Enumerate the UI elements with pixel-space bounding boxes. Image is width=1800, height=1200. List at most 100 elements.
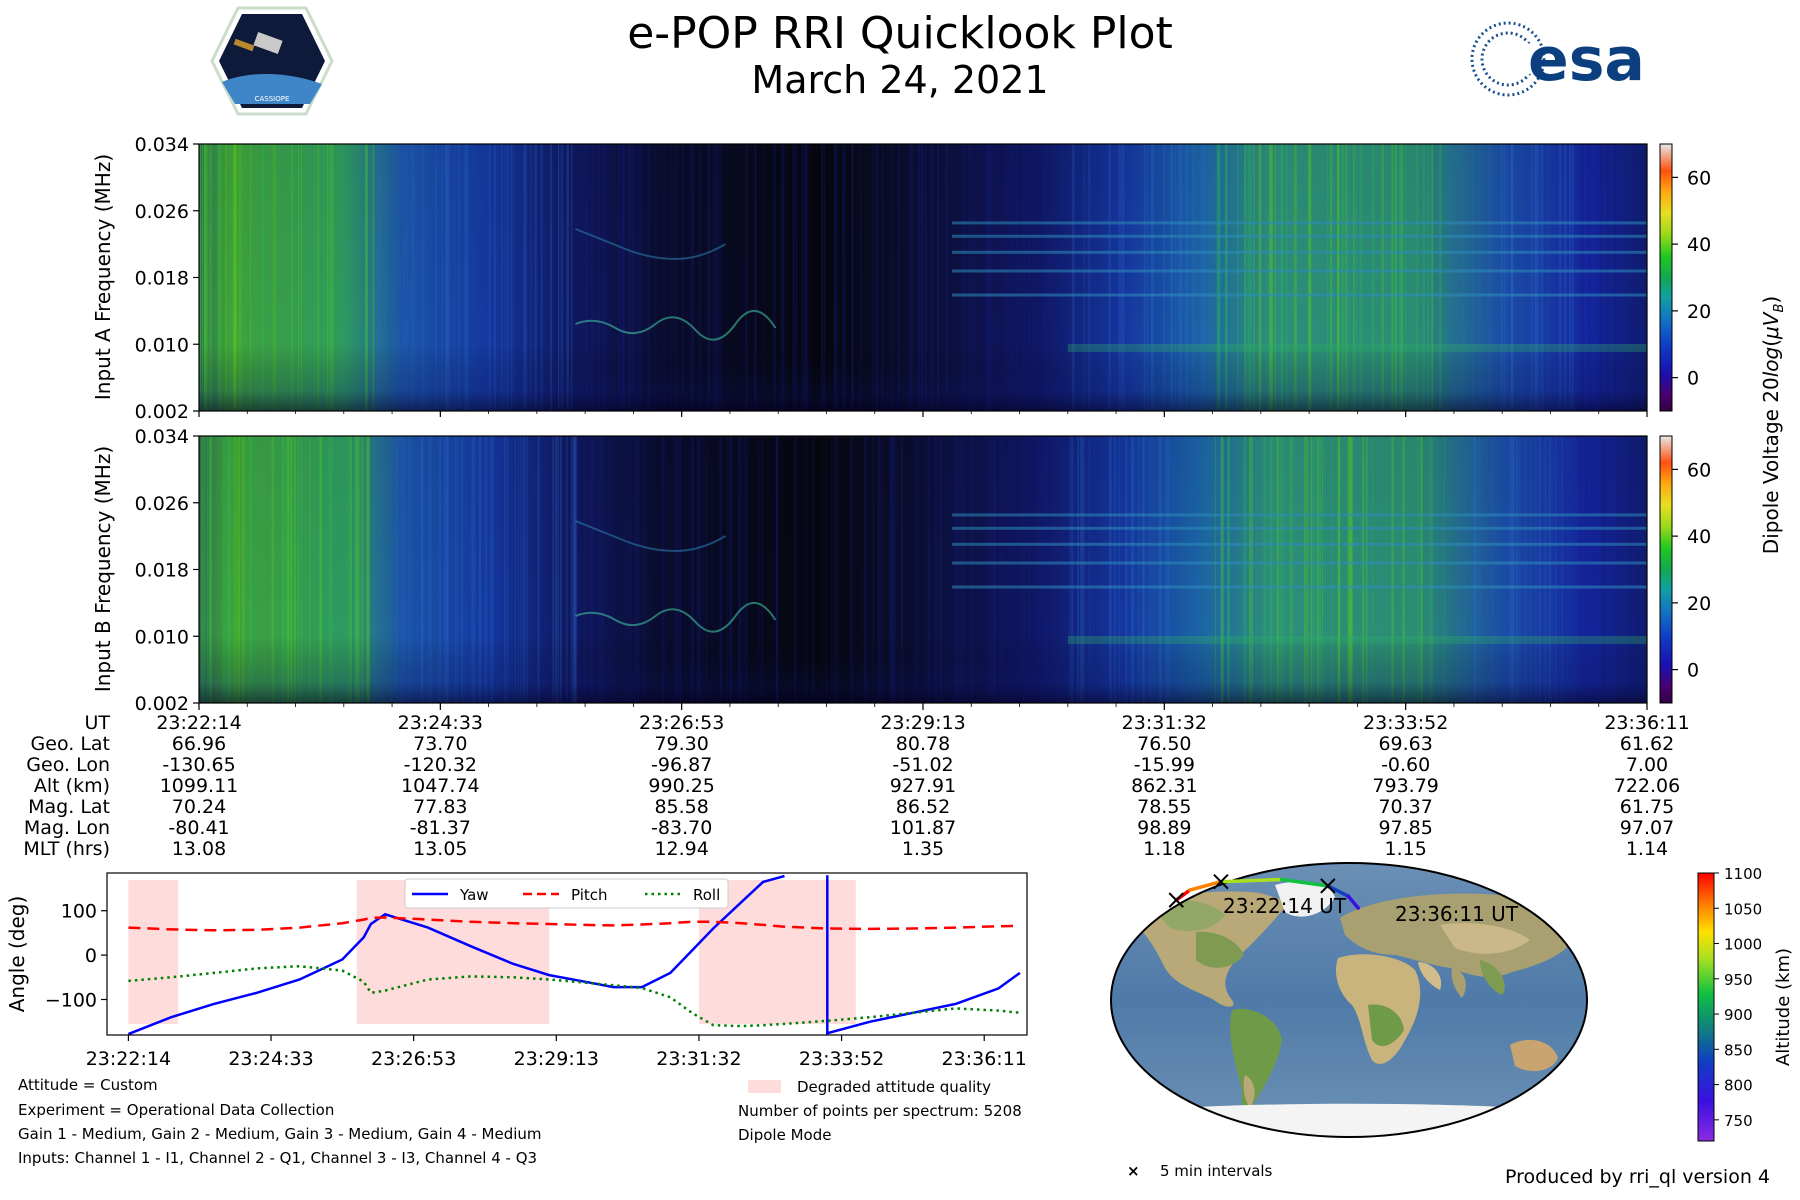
ephem-value: 79.30 [654, 733, 709, 755]
orbit-segment [1219, 877, 1284, 884]
note-mode: Dipole Mode [738, 1126, 832, 1144]
ephem-value: 13.05 [413, 838, 468, 860]
altitude-tick-label: 900 [1724, 1006, 1753, 1024]
ephem-value: 69.63 [1378, 733, 1433, 755]
ephem-value: 77.83 [413, 796, 468, 818]
ephem-value: 23:29:13 [880, 712, 966, 734]
ytick-label: 0.018 [135, 560, 189, 582]
ephem-value: 98.89 [1137, 817, 1192, 839]
colorbar-tick-label: 20 [1687, 593, 1711, 615]
ephem-value: 1.35 [901, 838, 945, 860]
colorbar-tick-label: 0 [1687, 660, 1699, 682]
ephem-value: 1047.74 [401, 775, 480, 797]
cassiope-logo-earth [222, 73, 322, 104]
map-start-label: 23:22:14 UT [1223, 894, 1347, 918]
attitude-ytick-label: 0 [85, 945, 97, 967]
orbit-segment [1346, 894, 1361, 910]
orbit-segment [1188, 879, 1223, 892]
attitude-plot: 100 0 −100 23:22:14 23:24:33 23:26:53 23:29:1… [5, 872, 1028, 1070]
ephem-value: 66.96 [171, 733, 227, 755]
attitude-xtick-label: 23:26:53 [371, 1048, 456, 1070]
ephem-label-mag-lon: Mag. Lon [23, 817, 110, 839]
ephem-value: -120.32 [403, 754, 477, 776]
attitude-xtick-label: 23:31:32 [656, 1048, 741, 1070]
attitude-ytick-label: 100 [61, 901, 97, 923]
orbit-marker [1168, 892, 1184, 908]
ephem-value: 1.15 [1384, 838, 1427, 860]
esa-logo: esa [1470, 21, 1645, 97]
spectrogram-b: 0.002 0.010 0.018 0.026 0.034 Input B Freque… [91, 411, 1648, 715]
note-experiment: Experiment = Operational Data Collection [18, 1101, 335, 1119]
spectrogram-colorbar-a: 0 20 40 60 [1659, 143, 1711, 412]
attitude-line-roll [128, 964, 1021, 1028]
legend-pitch-label: Pitch [571, 886, 608, 904]
esa-logo-text: esa [1528, 25, 1645, 95]
attitude-ylabel: Angle (deg) [5, 896, 29, 1013]
spectrogram-b-xticks [198, 411, 1648, 710]
orbit-markers [1168, 873, 1336, 908]
ephem-value: 7.00 [1625, 754, 1669, 776]
colorbar-tick-label: 40 [1687, 526, 1711, 548]
esa-logo-core [1505, 42, 1539, 76]
ephem-value: 927.91 [889, 775, 957, 797]
ephem-value: 76.50 [1137, 733, 1192, 755]
credit-text: Produced by rri_ql version 4 [1505, 1166, 1770, 1188]
spectrogram-a-shade [199, 144, 1647, 411]
ytick-label: 0.026 [135, 201, 189, 223]
spectrogram-b-shade [199, 436, 1647, 703]
altitude-tick-label: 1050 [1724, 900, 1762, 918]
degraded-attitude-bands [128, 880, 856, 1024]
colorbar-tick-label: 60 [1687, 167, 1711, 189]
degraded-interval [128, 880, 179, 1024]
orbit-segment [1326, 884, 1350, 898]
orbit-marker [1320, 878, 1336, 894]
orbit-segment [1279, 877, 1330, 888]
ytick-label: 0.018 [135, 268, 189, 290]
altitude-tick-label: 800 [1724, 1077, 1753, 1095]
ephem-value: 73.70 [413, 733, 468, 755]
attitude-legend: Yaw Pitch Roll [404, 878, 729, 909]
attitude-xticks: 23:22:14 23:24:33 23:26:53 23:29:13 23:31:32… [86, 1035, 1027, 1070]
marker-legend-label: 5 min intervals [1160, 1162, 1273, 1180]
ephem-label-ut: UT [84, 712, 110, 734]
ytick-label: 0.002 [135, 401, 189, 423]
altitude-tick-label: 1000 [1724, 936, 1762, 954]
ephem-label-alt: Alt (km) [33, 775, 110, 797]
colorbar-a-ticks: 0 20 40 60 [1672, 167, 1711, 390]
ephem-value: 23:36:11 [1604, 712, 1690, 734]
page-title: e-POP RRI Quicklook Plot [627, 8, 1173, 59]
marker-legend-symbol: × [1127, 1162, 1140, 1180]
ephem-value: 12.94 [654, 838, 709, 860]
degraded-legend-swatch [748, 1080, 781, 1093]
ephem-value: -83.70 [651, 817, 713, 839]
spectrogram-a-yticks: 0.002 0.010 0.018 0.026 0.034 [135, 134, 199, 423]
spectrogram-b-yticks: 0.002 0.010 0.018 0.026 0.034 [135, 426, 199, 715]
ephem-value: 23:22:14 [156, 712, 242, 734]
cassiope-logo-satellite [253, 31, 283, 55]
ephem-value: -0.60 [1381, 754, 1431, 776]
note-inputs: Inputs: Channel 1 - I1, Channel 2 - Q1, … [18, 1149, 538, 1167]
ephem-value: 61.75 [1619, 796, 1675, 818]
esa-logo-ring [1470, 21, 1546, 97]
legend-roll-label: Roll [693, 886, 720, 904]
cassiope-logo-text: CASSIOPE [255, 95, 290, 103]
attitude-ytick-label: −100 [45, 989, 97, 1011]
ephem-value: 1099.11 [159, 775, 239, 797]
orbit-marker [1213, 873, 1229, 890]
spectrogram-a-ylabel: Input A Frequency (MHz) [91, 154, 115, 400]
ephem-value: 85.58 [654, 796, 709, 818]
cassiope-logo: CASSIOPE [210, 6, 334, 116]
ephem-value: -81.37 [409, 817, 471, 839]
ephem-value: 722.06 [1613, 775, 1681, 797]
page-subtitle: March 24, 2021 [751, 58, 1049, 102]
altitude-colorbar-ticks: 750 800 850 900 950 1000 1050 1100 [1714, 865, 1762, 1130]
ephem-value: 23:24:33 [397, 712, 483, 734]
ephem-value: -80.41 [168, 817, 230, 839]
ephem-value: 23:33:52 [1362, 712, 1449, 734]
ephem-value: -96.87 [651, 754, 713, 776]
orbit-map: 23:22:14 UT 23:36:11 UT × 5 min interval… [1110, 862, 1588, 1180]
legend-box [404, 878, 729, 909]
colorbar-label: Dipole Voltage 20log(μVB) [1759, 296, 1787, 554]
ephem-value: 78.55 [1137, 796, 1192, 818]
